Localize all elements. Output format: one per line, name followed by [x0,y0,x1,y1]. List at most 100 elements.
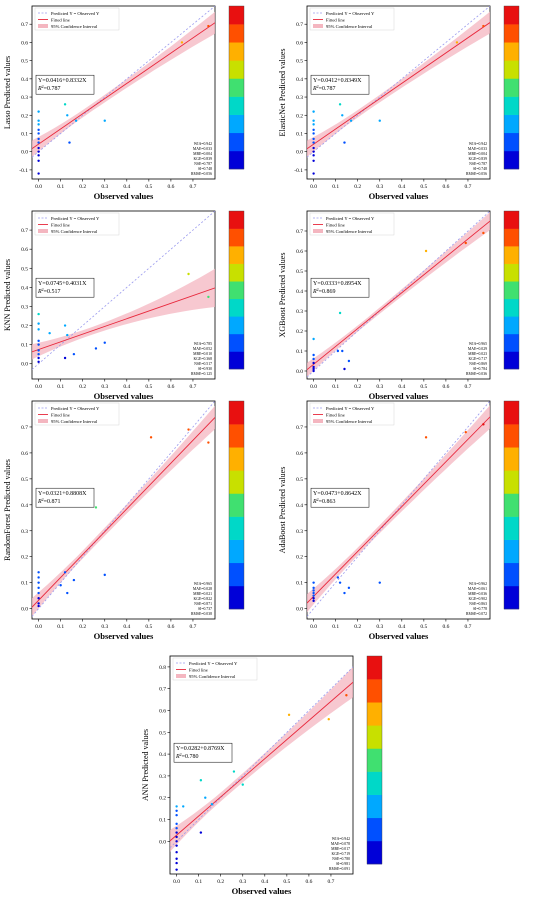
data-point [175,851,178,854]
y-tick-label: 0.2 [21,555,28,561]
data-point [204,796,207,799]
y-tick-label: 0.4 [159,752,166,758]
y-tick-label: 0.5 [21,477,28,483]
data-point [37,604,40,608]
metric-text: WIA=0.962 [469,582,487,586]
colorbar-segment [229,562,244,587]
equation-box [310,277,370,298]
data-point [37,154,40,157]
y-tick-label: 0.4 [21,77,28,83]
x-tick-label: 0.3 [101,184,108,190]
y-tick-label: 0.8 [159,665,166,671]
data-point [66,591,69,595]
r-squared-exponent: 2 [42,84,44,89]
data-point [37,581,40,584]
data-point [37,132,40,135]
chart-panel: 0.0 0.1 0.2 0.3 0.4 0.5 0.6 0.7 0.0 0.1 0.2 0.3 0.4 0… [278,210,520,401]
y-tick-label: 0.6 [296,451,303,457]
regression-equation: Y=0.0282+0.8769X [176,746,225,752]
y-tick-label: 0.2 [21,113,28,119]
colorbar-segment [504,585,519,610]
legend-label: 95% Confidence Interval [51,24,98,29]
data-point [482,423,485,426]
data-point [37,349,40,352]
data-point [37,343,40,346]
x-tick-label: 0.1 [332,184,339,190]
fitted-line [32,287,215,353]
y-tick-label: 0.5 [296,269,303,275]
data-point [187,428,190,431]
data-point [241,783,244,786]
y-tick-label: 0.2 [296,329,303,335]
x-tick-label: 0.7 [190,624,197,630]
colorbar-segment [504,114,519,134]
r-squared: R2=0.787 [312,84,336,93]
y-tick-label: 0.3 [159,774,166,780]
data-point [74,119,78,122]
data-point [338,311,342,315]
colorbar-segment [229,96,244,115]
colorbar-segment [229,447,244,471]
x-tick-label: 0.5 [420,184,427,190]
colorbar-segment [229,60,244,79]
chart-panel: 0.0 0.1 0.2 0.3 0.4 0.5 0.6 0.7 0.0 0.1 0.2 0.3 0.4 0… [3,210,245,401]
legend-ci-swatch [313,419,323,423]
data-point [175,861,178,865]
data-point [312,594,315,597]
colorbar-segment [504,246,519,264]
data-point [37,110,40,113]
colorbar-segment [504,401,519,425]
data-point [175,827,178,830]
y-tick-label: 0.3 [21,529,28,535]
y-tick-label: 0.6 [21,451,28,457]
x-tick-label: 0.6 [305,879,312,885]
data-point [207,24,210,28]
x-tick-label: 0.3 [376,184,383,190]
data-point [312,110,315,113]
data-point [37,146,40,150]
y-tick-label: 0.0 [21,362,28,368]
y-tick-label: 0.6 [296,40,303,46]
colorbar-segment [504,316,519,335]
legend-label: Predicted Y = Observed Y [326,11,375,16]
r-squared-symbol: R [312,289,317,295]
y-tick-label: -0.1 [19,168,28,174]
legend-label: Fitted line [326,222,345,227]
equation-box [35,487,95,508]
r-squared: R2=0.869 [312,287,336,296]
x-tick-label: 0.1 [332,624,339,630]
x-tick-label: 0.1 [57,184,64,190]
data-point [312,361,315,365]
colorbar-segment [229,401,244,425]
y-tick-label: 0.5 [296,477,303,483]
colorbar-segment [229,281,244,300]
y-tick-label: 0.5 [296,59,303,65]
x-tick-label: 0.2 [217,879,224,885]
colorbar-segment [504,539,519,564]
data-point [312,367,315,371]
colorbar-segment [504,263,519,282]
colorbar-segment [229,211,244,229]
y-tick-label: 0.1 [296,131,303,137]
x-tick-label: 0.6 [442,184,449,190]
y-axis-label: AdaBoost Predicted values [278,467,287,554]
equation-box [35,74,95,95]
data-point [37,586,40,590]
y-tick-label: 0.3 [296,529,303,535]
metric-text: NSE=0.517 [194,362,212,366]
x-tick-label: 0.6 [442,384,449,390]
data-point [37,328,40,331]
plot-content [32,401,215,617]
colorbar-frame [503,210,520,370]
colorbar-segment [504,493,519,517]
y-tick-label: 0.3 [21,304,28,310]
x-tick-label: 0.0 [310,384,317,390]
data-point [37,137,40,141]
data-point [72,578,76,582]
equation-box [310,487,370,508]
data-point [312,141,315,144]
x-tick-label: 0.7 [465,624,472,630]
data-point [187,272,190,276]
